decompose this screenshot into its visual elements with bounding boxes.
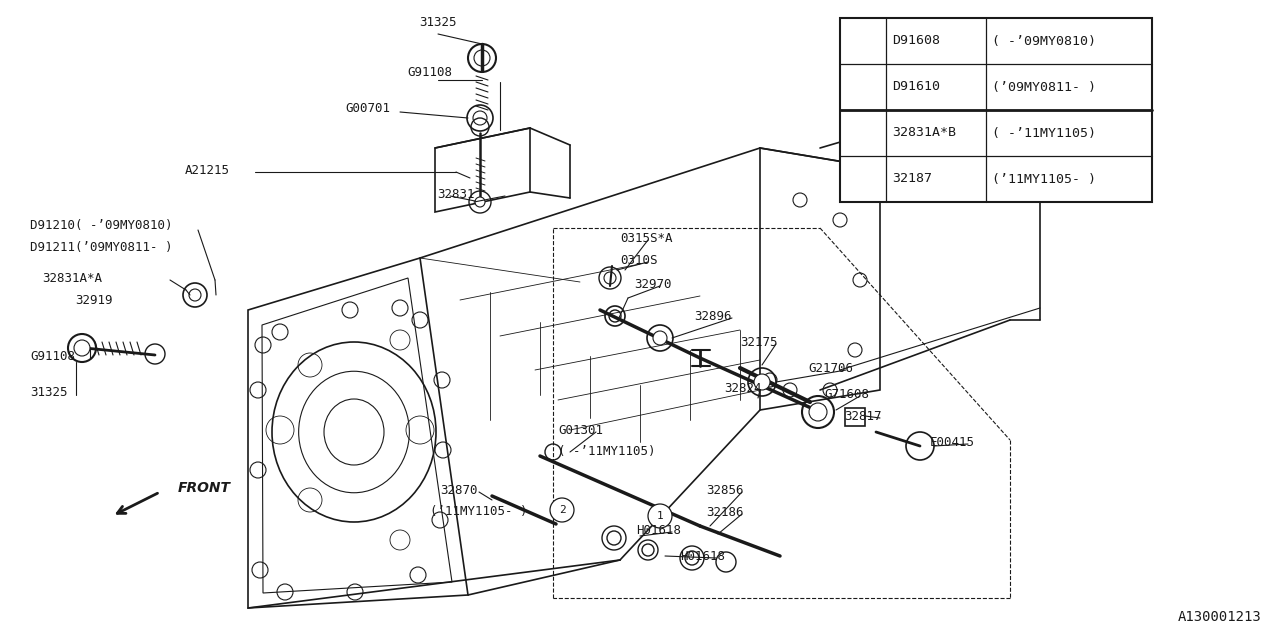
Text: 32824: 32824 <box>724 381 762 394</box>
Text: 32186: 32186 <box>707 506 744 518</box>
Text: 32870: 32870 <box>440 483 477 497</box>
Text: (’09MY0811- ): (’09MY0811- ) <box>992 81 1096 93</box>
Text: 32831: 32831 <box>436 188 475 200</box>
Text: FRONT: FRONT <box>178 481 230 495</box>
Bar <box>840 18 1152 202</box>
Text: 1: 1 <box>657 511 663 521</box>
Text: H01618: H01618 <box>680 550 724 563</box>
Circle shape <box>475 197 485 207</box>
Circle shape <box>604 272 616 284</box>
Text: 2: 2 <box>558 505 566 515</box>
Text: 32187: 32187 <box>892 173 932 186</box>
Text: 31325: 31325 <box>29 385 68 399</box>
Circle shape <box>74 340 90 356</box>
Circle shape <box>754 374 771 390</box>
Circle shape <box>474 50 490 66</box>
Text: 32817: 32817 <box>844 410 882 422</box>
Text: 32175: 32175 <box>740 335 777 349</box>
Text: G21706: G21706 <box>808 362 852 374</box>
Bar <box>845 408 865 426</box>
Circle shape <box>653 331 667 345</box>
Text: 1: 1 <box>859 58 867 70</box>
Text: 32896: 32896 <box>694 310 731 323</box>
Text: 32856: 32856 <box>707 483 744 497</box>
Text: G91108: G91108 <box>29 349 76 362</box>
Text: 0315S*A: 0315S*A <box>620 232 672 244</box>
Circle shape <box>189 289 201 301</box>
Text: H01618: H01618 <box>636 524 681 536</box>
Circle shape <box>648 504 672 528</box>
Text: D91210( -’09MY0810): D91210( -’09MY0810) <box>29 218 173 232</box>
Text: A21215: A21215 <box>186 163 230 177</box>
Text: E00415: E00415 <box>931 435 975 449</box>
Text: 31325: 31325 <box>420 15 457 29</box>
Text: D91608: D91608 <box>892 35 940 47</box>
Text: 2: 2 <box>859 150 867 163</box>
Circle shape <box>850 51 876 77</box>
Circle shape <box>850 143 876 169</box>
Text: 32919: 32919 <box>76 294 113 307</box>
Text: (’11MY1105- ): (’11MY1105- ) <box>992 173 1096 186</box>
Circle shape <box>474 111 486 125</box>
Text: 32970: 32970 <box>634 278 672 291</box>
Text: D91610: D91610 <box>892 81 940 93</box>
Circle shape <box>809 403 827 421</box>
Text: 32831A*B: 32831A*B <box>892 127 956 140</box>
Text: D91211(’09MY0811- ): D91211(’09MY0811- ) <box>29 241 173 255</box>
Text: ( -’09MY0810): ( -’09MY0810) <box>992 35 1096 47</box>
Text: G91108: G91108 <box>407 65 453 79</box>
Text: G71608: G71608 <box>824 387 869 401</box>
Text: G01301: G01301 <box>558 424 603 436</box>
Text: A130001213: A130001213 <box>1179 610 1262 624</box>
Circle shape <box>550 498 573 522</box>
Text: (’11MY1105- ): (’11MY1105- ) <box>430 506 527 518</box>
Text: ( -’11MY1105): ( -’11MY1105) <box>558 445 655 458</box>
Text: G00701: G00701 <box>346 102 390 115</box>
Text: 0310S: 0310S <box>620 253 658 266</box>
Text: ( -’11MY1105): ( -’11MY1105) <box>992 127 1096 140</box>
Text: 32831A*A: 32831A*A <box>42 271 102 285</box>
